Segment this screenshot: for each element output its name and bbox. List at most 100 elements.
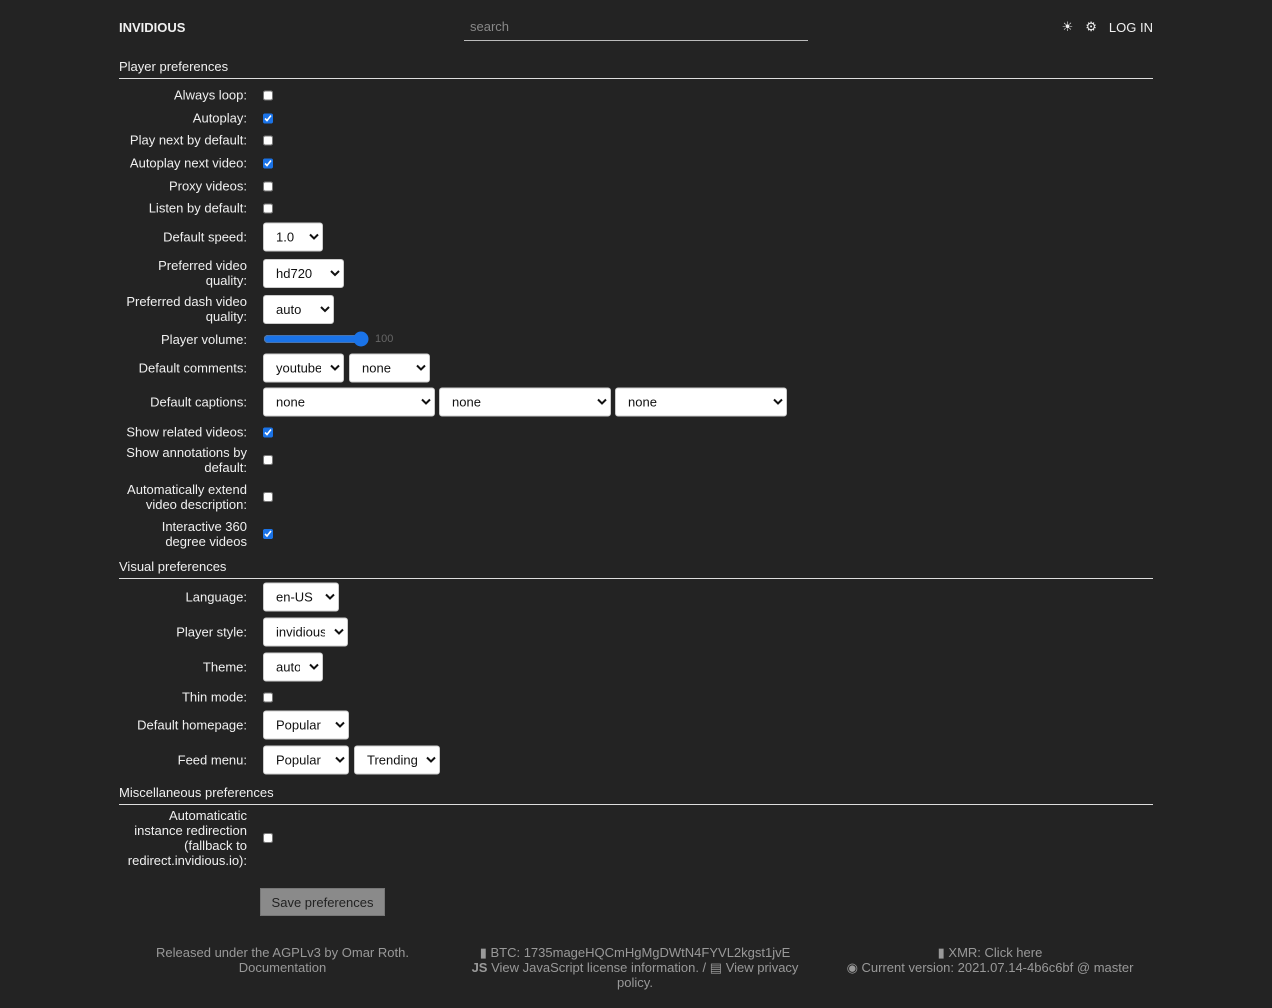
search-input[interactable] [464, 12, 808, 41]
vr360-checkbox[interactable] [263, 529, 273, 539]
separator: / [698, 960, 710, 975]
label: Player style: [176, 624, 247, 640]
volume-slider[interactable] [263, 331, 369, 347]
play-next-checkbox[interactable] [263, 135, 273, 145]
label: Autoplay: [192, 110, 247, 126]
label: Default captions: [150, 394, 247, 410]
label: Proxy videos: [168, 178, 247, 194]
play-next-row: Play next by default: [119, 133, 273, 148]
label: Play next by default: [129, 132, 247, 148]
captions-select-1[interactable]: none [263, 387, 435, 417]
label: Show annotations by default: [126, 445, 247, 475]
github-icon: ◉ [846, 960, 862, 975]
section-misc: Miscellaneous preferences [119, 785, 1153, 805]
theme-row: Theme: auto [119, 652, 328, 682]
extend-desc-row: Automatically extend video description: [119, 482, 273, 512]
quality-select[interactable]: hd720 [263, 258, 344, 288]
sun-icon[interactable]: ☀ [1061, 19, 1074, 34]
label: Language: [185, 589, 247, 605]
label: Default comments: [138, 360, 247, 376]
label: Autoplay next video: [129, 155, 247, 171]
captions-select-2[interactable]: none [439, 387, 611, 417]
player-style-row: Player style: invidious [119, 617, 353, 647]
footer-left: Released under the AGPLv3 by Omar Roth. … [140, 945, 425, 975]
always-loop-row: Always loop: [119, 88, 273, 103]
label: Player volume: [161, 331, 247, 347]
label: Listen by default: [148, 200, 247, 216]
wallet-icon: ▮ [479, 945, 491, 960]
autoplay-checkbox[interactable] [263, 113, 273, 123]
feed-menu-select-1[interactable]: Popular [263, 745, 349, 775]
autoplay-next-checkbox[interactable] [263, 158, 273, 168]
feed-menu-select-2[interactable]: Trending [354, 745, 440, 775]
proxy-row: Proxy videos: [119, 179, 273, 194]
label: Preferred dash video quality: [126, 294, 247, 324]
thin-checkbox[interactable] [263, 692, 273, 702]
js-icon: JS [471, 960, 492, 975]
listen-checkbox[interactable] [263, 203, 273, 213]
proxy-checkbox[interactable] [263, 181, 273, 191]
language-select[interactable]: en-US [263, 582, 339, 612]
section-player: Player preferences [119, 59, 1153, 79]
label: Feed menu: [177, 752, 247, 768]
xmr-link[interactable]: XMR: Click here [948, 945, 1043, 960]
section-visual: Visual preferences [119, 559, 1153, 579]
label: Interactive 360 degree videos [161, 519, 247, 549]
theme-select[interactable]: auto [263, 652, 323, 682]
document-icon: ▤ [709, 960, 726, 975]
license-text: Released under the AGPLv3 by Omar Roth. [156, 945, 409, 960]
vr360-row: Interactive 360 degree videos [119, 519, 273, 549]
label: Thin mode: [181, 689, 247, 705]
extend-desc-checkbox[interactable] [263, 492, 273, 502]
wallet-icon: ▮ [937, 945, 949, 960]
volume-value: 100 [375, 333, 394, 345]
language-row: Language: en-US [119, 582, 344, 612]
comments-select-2[interactable]: none [349, 353, 430, 383]
label: Automatically extend video description: [127, 482, 247, 512]
save-preferences-button[interactable]: Save preferences [260, 888, 385, 916]
js-license-link[interactable]: View JavaScript license information. [491, 960, 699, 975]
thin-row: Thin mode: [119, 690, 273, 705]
comments-select-1[interactable]: youtube [263, 353, 344, 383]
header-actions: ☀ ⚙ LOG IN [1062, 19, 1153, 35]
dash-quality-select[interactable]: auto [263, 294, 334, 324]
autoplay-row: Autoplay: [119, 111, 273, 126]
gear-icon[interactable]: ⚙ [1085, 19, 1097, 34]
brand-logo[interactable]: INVIDIOUS [119, 20, 186, 35]
privacy-link[interactable]: View privacy policy. [617, 960, 799, 990]
footer-right: ▮ XMR: Click here ◉ Current version: 202… [840, 945, 1140, 975]
label: Default speed: [163, 229, 247, 245]
annotations-row: Show annotations by default: [119, 445, 273, 475]
label: Preferred video quality: [158, 258, 247, 288]
captions-row: Default captions: none none none [119, 387, 792, 417]
footer-middle: ▮ BTC: 1735mageHQCmHgMgDWtN4FYVL2kgst1jv… [470, 945, 800, 990]
speed-row: Default speed: 1.0 [119, 222, 328, 252]
autoplay-next-row: Autoplay next video: [119, 156, 273, 171]
btc-address: BTC: 1735mageHQCmHgMgDWtN4FYVL2kgst1jvE [490, 945, 791, 960]
always-loop-checkbox[interactable] [263, 90, 273, 100]
listen-row: Listen by default: [119, 201, 273, 216]
volume-row: Player volume: 100 [119, 331, 393, 347]
label: Always loop: [174, 87, 247, 103]
login-link[interactable]: LOG IN [1108, 19, 1153, 35]
version-link[interactable]: Current version: 2021.07.14-4b6c6bf @ ma… [861, 960, 1134, 975]
redirect-row: Automaticatic instance redirection (fall… [119, 808, 273, 868]
label: Theme: [202, 659, 247, 675]
redirect-checkbox[interactable] [263, 833, 273, 843]
label: Automaticatic instance redirection (fall… [127, 808, 247, 868]
quality-row: Preferred video quality: hd720 [119, 258, 349, 288]
label: Default homepage: [137, 717, 247, 733]
captions-select-3[interactable]: none [615, 387, 787, 417]
related-checkbox[interactable] [263, 427, 273, 437]
related-row: Show related videos: [119, 425, 273, 440]
speed-select[interactable]: 1.0 [263, 222, 323, 252]
documentation-link[interactable]: Documentation [238, 960, 327, 975]
player-style-select[interactable]: invidious [263, 617, 348, 647]
homepage-select[interactable]: Popular [263, 710, 349, 740]
annotations-checkbox[interactable] [263, 455, 273, 465]
comments-row: Default comments: youtube none [119, 353, 435, 383]
homepage-row: Default homepage: Popular [119, 710, 354, 740]
label: Show related videos: [126, 424, 247, 440]
dash-quality-row: Preferred dash video quality: auto [119, 294, 339, 324]
